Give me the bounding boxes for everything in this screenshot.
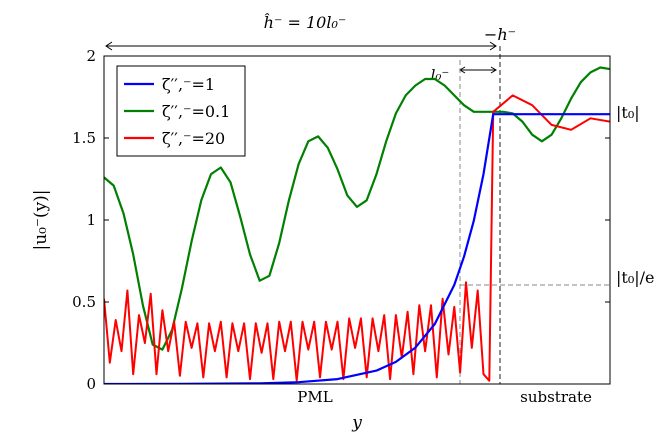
legend-label-green: ζ′′,⁻=0.1 xyxy=(162,102,230,121)
level-t0-label: |t₀| xyxy=(616,103,640,122)
series-line-green xyxy=(104,66,610,351)
legend-label-blue: ζ′′,⁻=1 xyxy=(162,75,215,94)
legend: ζ′′,⁻=1 ζ′′,⁻=0.1 ζ′′,⁻=20 xyxy=(116,65,246,157)
legend-label-red: ζ′′,⁻=20 xyxy=(162,129,225,148)
y-tick-label: 0.5 xyxy=(72,293,96,311)
y-tick-label: 1 xyxy=(86,211,96,229)
y-tick-label: 2 xyxy=(86,47,96,65)
pml-width-label: ĥ⁻ = 10l₀⁻ xyxy=(264,12,347,32)
y-tick-label: 0 xyxy=(86,375,96,393)
y-tick-label: 1.5 xyxy=(72,129,96,147)
interface-label: −h⁻ xyxy=(484,25,516,44)
pml-width-arrow-left-head xyxy=(105,41,113,51)
level-t0-e-label: |t₀|/e xyxy=(616,268,654,287)
region-left-label: PML xyxy=(297,388,332,406)
region-right-label: substrate xyxy=(520,388,592,406)
series-line-red xyxy=(104,94,610,382)
pml-width-arrow-right-head xyxy=(489,41,497,51)
y-axis-label: |u₀⁻(y)| xyxy=(31,189,51,250)
series-line-blue xyxy=(104,113,610,384)
decay-length-arrow-right-head xyxy=(490,66,497,74)
x-axis-label: y xyxy=(351,413,362,433)
